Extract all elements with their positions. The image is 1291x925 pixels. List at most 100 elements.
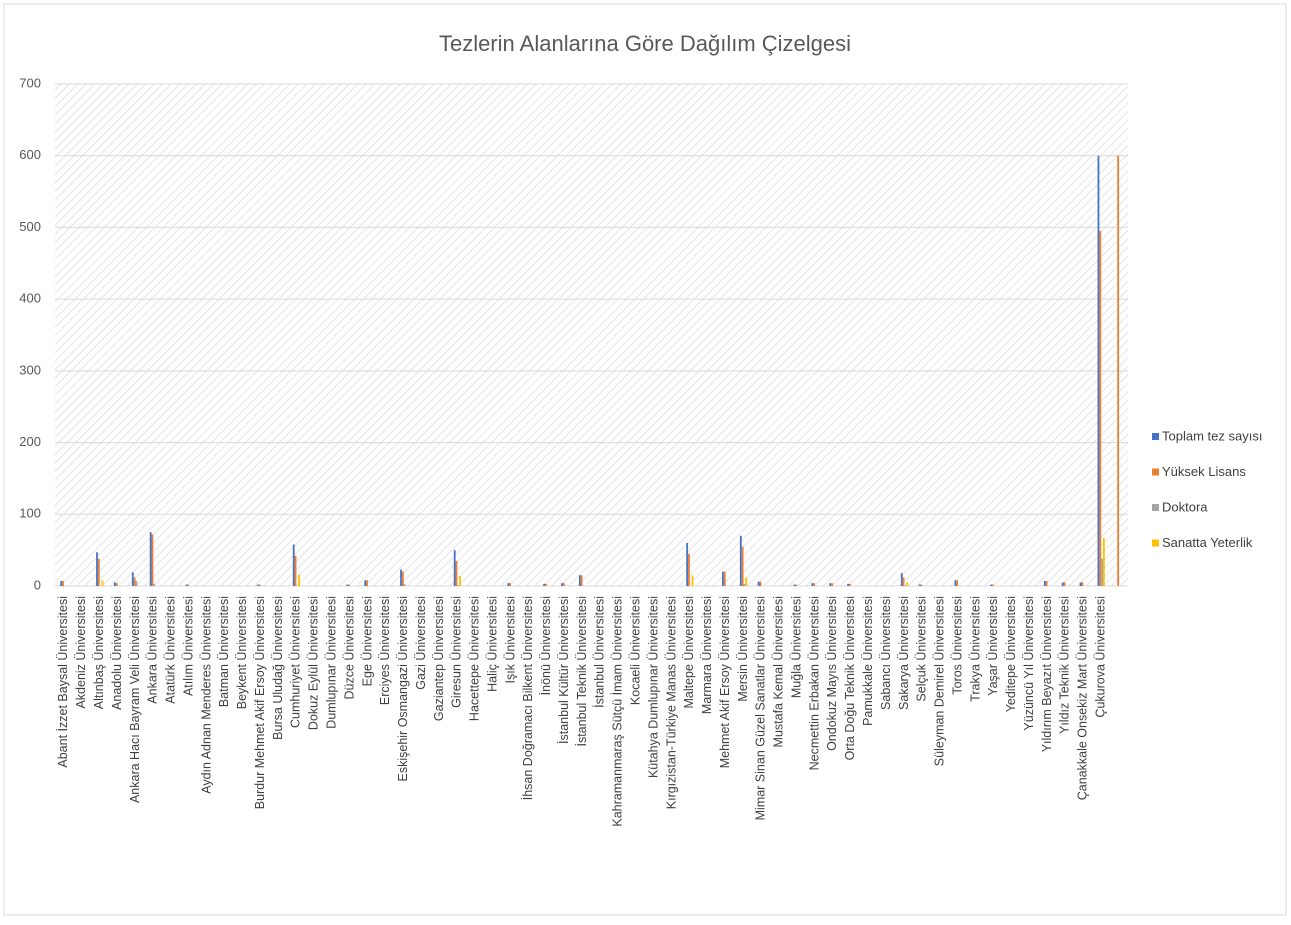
y-tick-label: 100 [19,506,41,521]
bar [739,535,742,586]
x-tick-label: Selçuk Üniversitesi [915,596,929,702]
x-tick-label: Yaşar Üniversitesi [986,596,1000,696]
x-tick-label: Trakya Üniversitesi [968,596,982,702]
bar [561,583,563,586]
bar [257,584,259,586]
bar [457,585,460,586]
legend-label: Yüksek Lisans [1162,464,1246,479]
bar [918,584,921,586]
bar [795,584,798,586]
x-tick-label: Kahramanmaraş Sütçü İmam Üniversitesi [611,596,625,827]
bar [741,546,744,586]
x-tick-label: İhsan Doğramacı Bilkent Üniversitesi [521,596,535,800]
bar [688,553,690,586]
x-tick-label: Mustafa Kemal Üniversitesi [772,596,786,747]
x-tick-label: Mimar Sinan Güzel Sanatlar Üniversitesi [754,596,768,820]
bar [298,574,301,586]
x-tick-label: Yüzüncü Yıl Üniversitesi [1022,596,1036,731]
bar [759,581,762,586]
x-tick-label: Mersin Üniversitesi [736,596,750,702]
bar [847,583,850,586]
bar [562,583,565,586]
x-tick-label: Süleyman Demirel Üniversitesi [933,596,947,766]
x-tick-label: Erciyes Üniversitesi [378,596,392,705]
bar [691,575,694,586]
bar [364,580,367,586]
bar [1045,580,1048,586]
bar [745,577,748,586]
bar [366,580,368,586]
bar [113,582,116,586]
bar [793,584,796,586]
bar [543,583,545,586]
x-tick-label: Ondokuz Mayıs Üniversitesi [825,596,839,751]
x-tick-label: Ankara Hacı Bayram Veli Üniversitesi [128,596,142,803]
x-tick-label: Yıldız Teknik Üniversitesi [1058,596,1072,734]
bar [813,583,816,586]
x-tick-label: Aydın Adnan Menderes Üniversitesi [199,596,213,794]
x-tick-label: Atatürk Üniversitesi [164,596,178,704]
bar [258,584,261,586]
x-tick-label: Dokuz Eylül Üniversitesi [307,596,321,730]
bar [97,558,100,586]
x-tick-label: Bursa Uludağ Üniversitesi [271,596,285,740]
bar [1063,582,1066,586]
bar [1097,155,1100,586]
bar [743,583,746,586]
x-tick-label: Eskişehir Osmangazi Üniversitesi [396,596,410,781]
bar [187,584,190,586]
bar [153,583,156,586]
bar [509,583,512,586]
bar [151,534,154,586]
bar [904,585,907,586]
x-tick-label: Kocaeli Üniversitesi [629,596,643,705]
legend-swatch [1152,504,1159,511]
x-tick-label: Batman Üniversitesi [217,596,231,707]
chart-title: Tezlerin Alanlarına Göre Dağılım Çizelge… [439,31,851,56]
bar [1117,155,1120,586]
x-tick-label: Muğla Üniversitesi [789,596,803,698]
bar [1102,537,1105,586]
bar [348,584,351,586]
x-tick-label: Maltepe Üniversitesi [682,596,696,709]
x-tick-label: Anadolu Üniversitesi [110,596,124,710]
bar [722,571,724,586]
plot-area [55,84,1128,586]
x-tick-label: Cumhuriyet Üniversitesi [289,596,303,728]
bar [992,584,994,586]
bar [96,552,98,586]
bar [131,572,134,586]
bar [453,550,456,586]
y-tick-label: 700 [19,75,41,90]
bar [723,571,726,586]
x-tick-label: Çukurova Üniversitesi [1093,596,1107,718]
x-tick-label: Burdur Mehmet Akif Ersoy Üniversitesi [253,596,267,809]
legend-label: Sanatta Yeterlik [1162,535,1253,550]
x-tick-label: Çanakkale Onsekiz Mart Üniversitesi [1076,596,1090,800]
x-tick-label: İnönü Üniversitesi [539,596,553,695]
bar [507,583,510,586]
x-tick-label: Gazi Üniversitesi [414,596,428,690]
bar [403,583,406,586]
legend-label: Toplam tez sayısı [1162,428,1262,443]
bar [811,583,814,586]
y-tick-label: 200 [19,434,41,449]
bar [294,555,297,586]
x-tick-label: İstanbul Teknik Üniversitesi [575,596,589,747]
bar [849,583,851,586]
bar [62,580,64,586]
x-tick-label: Ankara Üniversitesi [146,596,160,704]
bar [1079,582,1082,586]
x-tick-label: Toros Üniversitesi [950,596,964,695]
x-tick-label: Kütahya Dumlupınar Üniversitesi [646,596,660,778]
bar [185,584,188,586]
x-tick-label: İstanbul Üniversitesi [593,596,607,708]
x-tick-label: Kırgızistan-Türkiye Manas Üniversitesi [664,596,678,809]
legend-swatch [1152,468,1159,476]
bar [400,569,402,586]
bar [990,584,993,586]
bar [455,560,458,586]
bar [1061,582,1064,586]
x-tick-label: Atılım Üniversitesi [181,596,195,696]
